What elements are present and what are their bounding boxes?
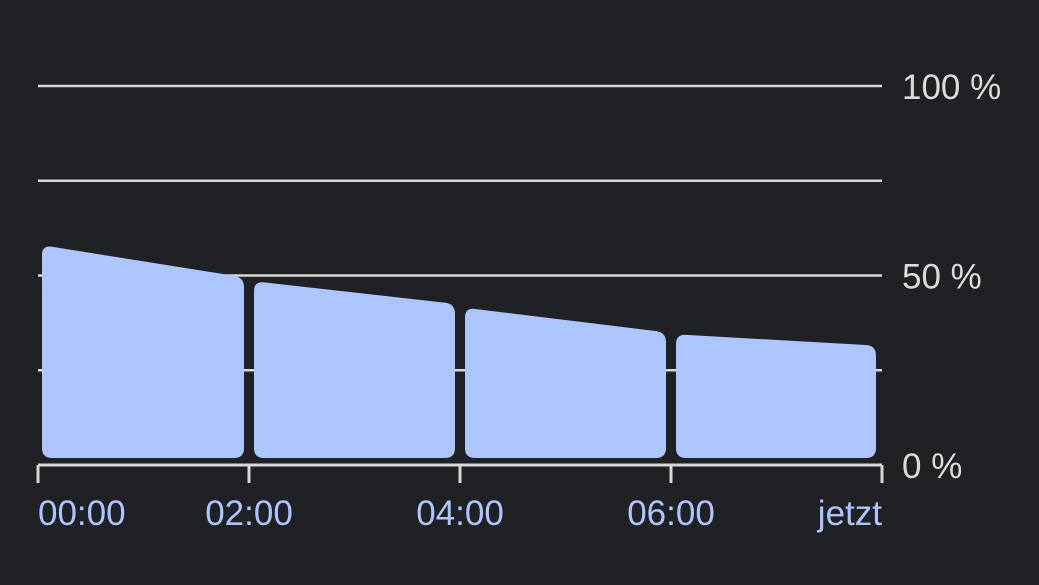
x-tick-label-4: jetzt: [817, 494, 882, 533]
y-tick-label-0: 0 %: [902, 447, 962, 486]
x-tick-label-1: 02:00: [205, 494, 293, 533]
axis-layer: [36, 463, 884, 483]
y-tick-label-50: 50 %: [902, 258, 982, 297]
area-segment-3: [465, 308, 666, 458]
area-layer: [42, 246, 876, 458]
x-tick-label-0: 00:00: [38, 494, 126, 533]
area-segment-1: [42, 246, 244, 458]
x-tick-label-2: 04:00: [416, 494, 504, 533]
y-tick-label-100: 100 %: [902, 68, 1001, 107]
area-segment-4: [676, 334, 876, 458]
x-tick-label-3: 06:00: [627, 494, 715, 533]
label-layer: 0 % 50 % 100 % 00:00 02:00 04:00 06:00 jetzt: [38, 68, 1001, 533]
area-segment-2: [254, 282, 455, 458]
